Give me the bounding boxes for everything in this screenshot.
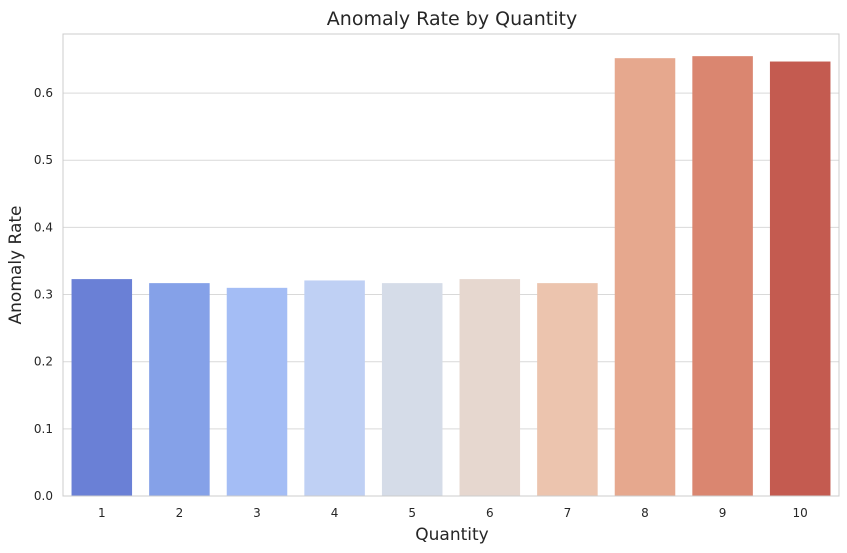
- bar-3: [226, 287, 288, 496]
- x-axis-label: Quantity: [415, 525, 488, 545]
- x-tick-labels: 1 2 3 4 5 6 7 8 9 10: [98, 506, 808, 520]
- x-tick-label: 6: [486, 506, 494, 520]
- x-tick-label: 9: [719, 506, 727, 520]
- bar-8: [614, 58, 676, 497]
- x-tick-label: 2: [176, 506, 184, 520]
- x-tick-label: 1: [98, 506, 106, 520]
- bar-4: [304, 280, 365, 496]
- y-tick-labels: 0.0 0.1 0.2 0.3 0.4 0.5 0.6: [34, 86, 53, 503]
- x-tick-label: 10: [793, 506, 808, 520]
- x-tick-label: 8: [641, 506, 649, 520]
- y-tick-label: 0.2: [34, 355, 53, 369]
- y-tick-label: 0.0: [34, 489, 53, 503]
- bar-1: [71, 279, 133, 496]
- bar-5: [381, 283, 443, 496]
- y-tick-label: 0.5: [34, 153, 53, 167]
- y-tick-label: 0.3: [34, 288, 53, 302]
- x-tick-label: 4: [331, 506, 339, 520]
- y-axis-label: Anomaly Rate: [6, 206, 26, 325]
- bar-7: [537, 283, 598, 496]
- plot-frame: [62, 33, 840, 497]
- y-tick-label: 0.1: [34, 422, 53, 436]
- x-tick-label: 7: [564, 506, 572, 520]
- bar-9: [692, 56, 753, 497]
- chart-title: Anomaly Rate by Quantity: [327, 8, 577, 30]
- y-tick-label: 0.4: [34, 220, 53, 234]
- bar-10: [769, 61, 831, 496]
- bar-6: [459, 279, 521, 496]
- y-tick-label: 0.6: [34, 86, 53, 100]
- bars: [71, 56, 831, 497]
- bar-2: [149, 283, 210, 496]
- x-tick-label: 3: [253, 506, 261, 520]
- x-tick-label: 5: [408, 506, 416, 520]
